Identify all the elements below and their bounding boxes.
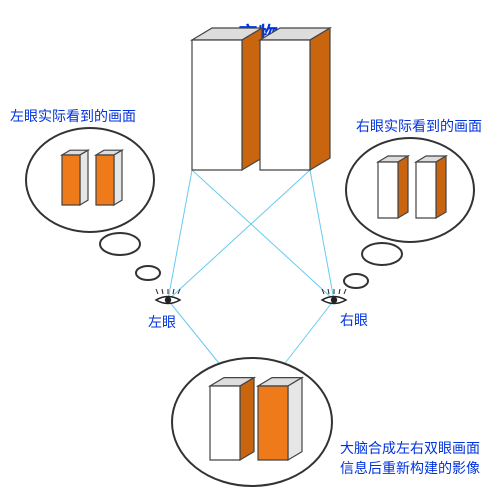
brain-composite-bubble [172,358,332,486]
right-view-caption: 右眼实际看到的画面 [356,116,482,136]
right-view-block-0 [378,156,408,218]
right-eye-view-bubble [344,138,474,288]
left-view-block-0 [62,150,88,205]
left-view-block-1 [96,150,122,205]
left-eye-view-bubble [26,128,160,280]
real-object-left [192,28,262,170]
brain-block-0 [210,378,254,460]
right-eye-label: 右眼 [340,310,368,330]
brain-caption-line1: 大脑合成左右双眼画面 [340,438,480,458]
diagram-canvas [0,0,500,504]
left-eye-icon [156,289,180,304]
sight-rays [168,170,334,367]
left-view-caption: 左眼实际看到的画面 [10,106,136,126]
real-object-right [260,28,330,170]
left-eye-label: 左眼 [148,312,176,332]
brain-block-1 [258,378,302,460]
right-eye-icon [322,289,346,304]
right-view-block-1 [416,156,446,218]
real-objects [192,28,330,170]
title-label: 实物 [238,18,278,47]
brain-caption-line2: 信息后重新构建的影像 [340,458,480,478]
